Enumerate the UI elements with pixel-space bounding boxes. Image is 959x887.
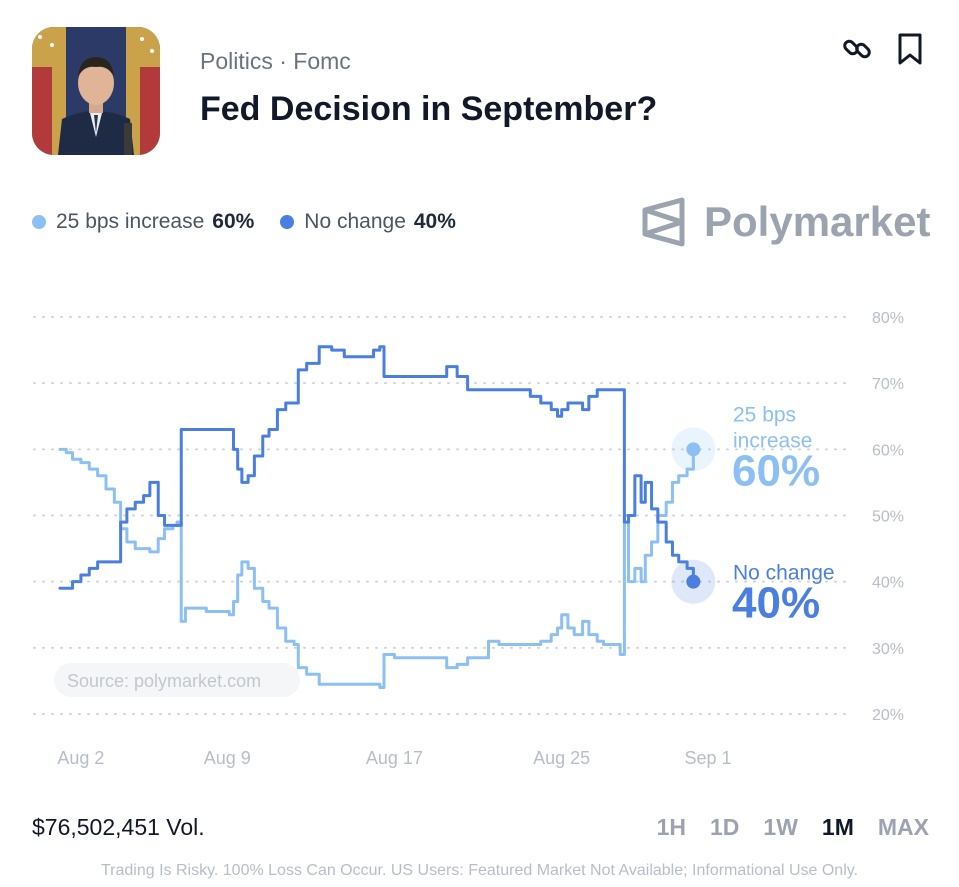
disclaimer: Trading Is Risky. 100% Loss Can Occur. U…	[100, 862, 859, 879]
legend-label-increase: 25 bps increase	[56, 210, 205, 233]
end-series-label: increase	[733, 429, 812, 452]
market-thumbnail	[32, 27, 160, 155]
legend-value-increase: 60%	[212, 210, 255, 233]
range-1w[interactable]: 1W	[763, 814, 798, 840]
chart-legend: 25 bps increase 60% No change 40%	[32, 210, 482, 234]
y-tick-label: 60%	[872, 442, 904, 459]
legend-dot-no-change	[280, 215, 295, 229]
breadcrumb[interactable]: Politics · Fomc	[200, 48, 351, 74]
page-title: Fed Decision in September?	[200, 90, 658, 128]
end-series-label: 25 bps	[733, 403, 796, 426]
polymarket-logo-icon	[642, 197, 685, 247]
y-tick-label: 50%	[872, 509, 904, 526]
link-icon[interactable]	[841, 32, 875, 66]
volume-text: $76,502,451 Vol.	[32, 814, 205, 840]
end-marker-dot	[686, 442, 701, 457]
legend-value-no-change: 40%	[413, 210, 456, 233]
grid	[33, 316, 851, 715]
series-line-increase	[58, 447, 695, 690]
polymarket-logo: Polymarket	[640, 196, 930, 248]
time-range-selector: 1H 1D 1W 1M MAX	[657, 814, 929, 841]
bookmark-icon[interactable]	[895, 32, 929, 66]
legend-dot-increase	[32, 215, 46, 229]
y-tick-label: 80%	[872, 310, 904, 327]
x-tick-label: Aug 2	[57, 748, 104, 768]
end-series-label: No change	[733, 562, 835, 585]
brand-name: Polymarket	[704, 198, 931, 245]
y-tick-label: 20%	[872, 707, 904, 724]
person-at-podium-photo	[32, 27, 160, 155]
range-1d[interactable]: 1D	[710, 814, 740, 840]
y-tick-label: 30%	[872, 641, 904, 658]
end-series-value: 60%	[732, 446, 820, 495]
end-series-value: 40%	[732, 579, 820, 628]
range-1m[interactable]: 1M	[821, 814, 854, 840]
end-marker-dot	[686, 574, 701, 589]
probability-chart: Source: polymarket.com 80% 70% 60% 50% 40% 30…	[33, 310, 904, 768]
source-badge	[54, 663, 300, 697]
series-line-no-change	[58, 345, 695, 590]
y-tick-label: 40%	[872, 575, 904, 592]
y-tick-label: 70%	[872, 376, 904, 393]
range-1h[interactable]: 1H	[656, 814, 687, 840]
range-max[interactable]: MAX	[877, 814, 929, 840]
x-tick-label: Sep 1	[684, 748, 731, 768]
x-tick-label: Aug 9	[204, 748, 251, 768]
x-tick-label: Aug 25	[533, 748, 590, 768]
x-tick-label: Aug 17	[366, 748, 423, 768]
source-label: Source: polymarket.com	[67, 671, 261, 691]
legend-label-no-change: No change	[304, 210, 406, 233]
